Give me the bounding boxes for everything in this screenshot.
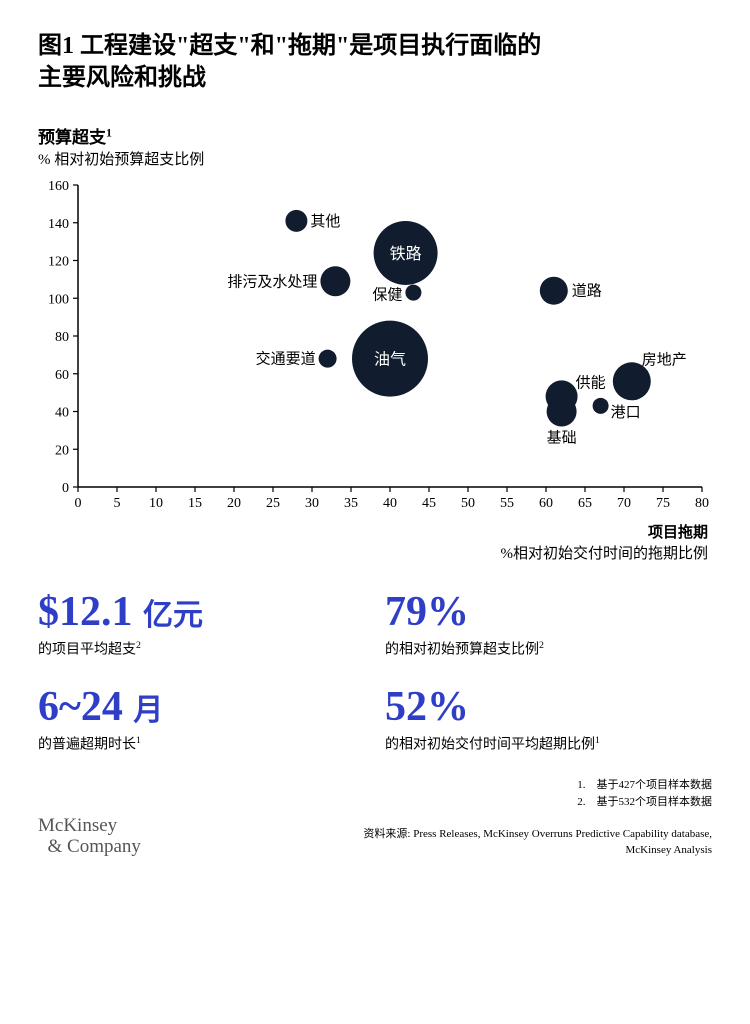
stat-block: 52% 的相对初始交付时间平均超期比例1 [385, 686, 712, 755]
svg-text:140: 140 [48, 217, 69, 232]
y-axis-label-block: 预算超支1 % 相对初始预算超支比例 [38, 123, 712, 169]
svg-text:0: 0 [62, 481, 69, 496]
y-axis-title: 预算超支 [38, 128, 106, 147]
svg-text:40: 40 [55, 405, 69, 420]
bubble [593, 398, 609, 414]
stat-block: $12.1 亿元的项目平均超支2 [38, 591, 365, 660]
x-axis-subtitle: %相对初始交付时间的拖期比例 [38, 542, 708, 563]
svg-text:75: 75 [656, 496, 670, 511]
bubble-label: 供能 [576, 374, 606, 391]
bubble [547, 396, 577, 426]
svg-text:30: 30 [305, 496, 319, 511]
bubble [540, 276, 568, 304]
svg-text:20: 20 [55, 443, 69, 458]
svg-text:20: 20 [227, 496, 241, 511]
bubble-label: 铁路 [390, 245, 422, 263]
stat-block: 79% 的相对初始预算超支比例2 [385, 591, 712, 660]
svg-text:40: 40 [383, 496, 397, 511]
svg-text:50: 50 [461, 496, 475, 511]
svg-text:80: 80 [695, 496, 709, 511]
stat-desc: 的相对初始交付时间平均超期比例1 [385, 734, 712, 755]
stat-desc: 的项目平均超支2 [38, 639, 365, 660]
bubble [319, 349, 337, 367]
source-line: 资料来源: Press Releases, McKinsey Overruns … [161, 827, 712, 858]
footnote-line: 2. 基于532个项目样本数据 [38, 794, 712, 811]
footnote-line: 1. 基于427个项目样本数据 [38, 777, 712, 794]
svg-text:5: 5 [114, 496, 121, 511]
svg-text:55: 55 [500, 496, 514, 511]
svg-text:60: 60 [539, 496, 553, 511]
svg-text:35: 35 [344, 496, 358, 511]
svg-text:80: 80 [55, 330, 69, 345]
mckinsey-logo: McKinsey & Company [38, 816, 141, 858]
bubble-label: 港口 [611, 404, 641, 421]
svg-text:60: 60 [55, 368, 69, 383]
bubble-label: 房地产 [642, 351, 687, 368]
stat-value: $12.1 亿元 [38, 591, 365, 633]
bubble [320, 266, 350, 296]
svg-text:15: 15 [188, 496, 202, 511]
svg-text:10: 10 [149, 496, 163, 511]
bubble-label: 其他 [310, 213, 340, 230]
svg-text:45: 45 [422, 496, 436, 511]
footnotes: 1. 基于427个项目样本数据2. 基于532个项目样本数据 [38, 777, 712, 810]
bubble-label: 保健 [372, 286, 402, 303]
bubble-label: 道路 [572, 282, 602, 299]
y-axis-subtitle: % 相对初始预算超支比例 [38, 148, 712, 169]
svg-text:100: 100 [48, 292, 69, 307]
svg-text:0: 0 [75, 496, 82, 511]
bubble-label: 排污及水处理 [227, 273, 317, 290]
x-axis-title: 项目拖期 [38, 521, 708, 542]
bubble-label: 基础 [547, 429, 577, 446]
svg-text:120: 120 [48, 254, 69, 269]
svg-text:65: 65 [578, 496, 592, 511]
svg-text:160: 160 [48, 179, 69, 194]
stat-value: 79% [385, 591, 712, 633]
bubble-label: 交通要道 [256, 349, 316, 367]
stat-desc: 的普遍超期时长1 [38, 734, 365, 755]
stats-grid: $12.1 亿元的项目平均超支2 79% 的相对初始预算超支比例2 6~24 月的普遍… [38, 591, 712, 756]
bubble-chart: 0 20 40 60 80 100 120 140 160 0 5 10 15 20 25 30 35 40 45 5… [38, 175, 712, 515]
stat-block: 6~24 月的普遍超期时长1 [38, 686, 365, 755]
chart-title: 图1 工程建设"超支"和"拖期"是项目执行面临的 主要风险和挑战 [38, 30, 712, 95]
bubble-label: 油气 [374, 350, 406, 368]
x-axis-label-block: 项目拖期 %相对初始交付时间的拖期比例 [38, 521, 712, 563]
svg-text:70: 70 [617, 496, 631, 511]
stat-desc: 的相对初始预算超支比例2 [385, 639, 712, 660]
svg-text:25: 25 [266, 496, 280, 511]
stat-value: 52% [385, 686, 712, 728]
bubble [405, 284, 421, 300]
bubble [285, 210, 307, 232]
stat-value: 6~24 月 [38, 686, 365, 728]
